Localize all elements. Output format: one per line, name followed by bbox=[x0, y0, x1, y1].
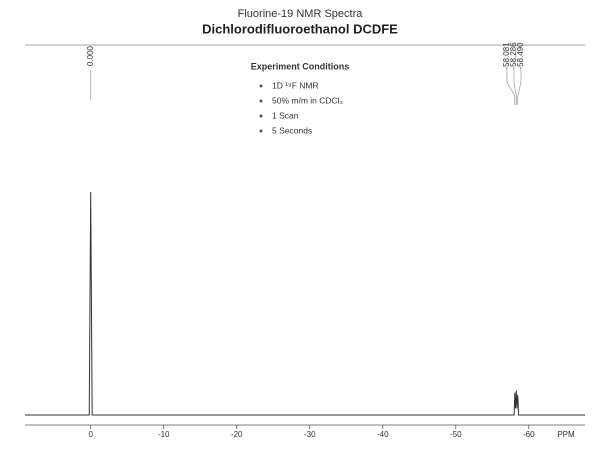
peak-label: -58.081 bbox=[502, 42, 511, 70]
bullet bbox=[259, 84, 263, 88]
peak-label: -58.286 bbox=[509, 42, 518, 70]
peak-connector bbox=[513, 70, 517, 105]
x-tick-label: 0 bbox=[88, 430, 93, 439]
chart-subtitle: Dichlorodifluoroethanol DCDFE bbox=[202, 21, 398, 36]
annotation-item: 5 Seconds bbox=[272, 125, 312, 135]
annotation-title: Experiment Conditions bbox=[251, 61, 350, 71]
x-tick-label: -60 bbox=[523, 430, 535, 439]
annotation-item: 1D ¹⁹F NMR bbox=[272, 80, 319, 90]
x-tick-label: -50 bbox=[450, 430, 462, 439]
peak-connector bbox=[506, 70, 516, 105]
spectrum-line bbox=[25, 191, 585, 416]
x-tick-label: -30 bbox=[304, 430, 316, 439]
x-tick-label: -10 bbox=[158, 430, 170, 439]
annotation-item: 50% m/m in CDCl₃ bbox=[272, 95, 343, 105]
peak-label: 0.000 bbox=[86, 45, 95, 66]
peak-connector bbox=[517, 70, 522, 105]
bullet bbox=[259, 129, 263, 133]
annotation-item: 1 Scan bbox=[272, 110, 299, 120]
bullet bbox=[259, 99, 263, 103]
bullet bbox=[259, 114, 263, 118]
x-tick-label: -40 bbox=[377, 430, 389, 439]
peak-label: -58.490 bbox=[516, 42, 525, 70]
x-axis-label: PPM bbox=[557, 430, 575, 439]
chart-title: Fluorine-19 NMR Spectra bbox=[238, 8, 364, 20]
x-tick-label: -20 bbox=[231, 430, 243, 439]
